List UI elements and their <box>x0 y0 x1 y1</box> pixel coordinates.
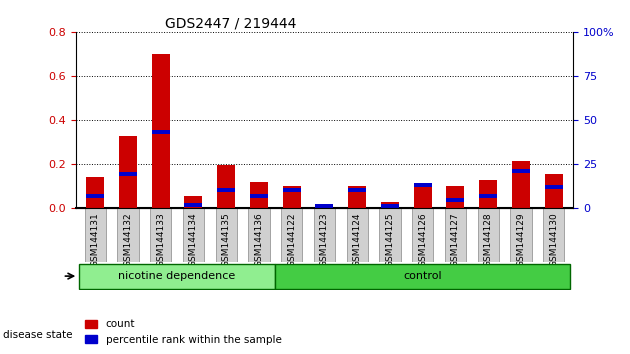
Bar <box>283 188 301 192</box>
Bar <box>217 165 235 209</box>
Bar <box>316 205 333 209</box>
Bar <box>512 161 530 209</box>
FancyBboxPatch shape <box>79 264 275 289</box>
Bar <box>414 183 432 187</box>
FancyBboxPatch shape <box>445 209 466 262</box>
Text: GSM144134: GSM144134 <box>189 213 198 267</box>
Bar <box>381 202 399 209</box>
Bar <box>381 204 399 209</box>
FancyBboxPatch shape <box>150 209 171 262</box>
FancyBboxPatch shape <box>412 209 433 262</box>
FancyBboxPatch shape <box>543 209 564 262</box>
Bar <box>447 186 464 209</box>
Bar <box>545 185 563 189</box>
FancyBboxPatch shape <box>84 209 106 262</box>
Text: GSM144125: GSM144125 <box>386 213 394 267</box>
FancyBboxPatch shape <box>275 264 570 289</box>
Legend: count, percentile rank within the sample: count, percentile rank within the sample <box>81 315 286 349</box>
Text: GSM144136: GSM144136 <box>255 213 263 267</box>
Text: GSM144126: GSM144126 <box>418 213 427 267</box>
Text: GSM144129: GSM144129 <box>517 213 525 267</box>
FancyBboxPatch shape <box>510 209 532 262</box>
Text: GSM144130: GSM144130 <box>549 213 558 267</box>
Bar <box>348 186 366 209</box>
Text: GSM144135: GSM144135 <box>222 213 231 267</box>
Bar <box>414 184 432 209</box>
Bar <box>250 194 268 198</box>
Bar <box>185 196 202 209</box>
FancyBboxPatch shape <box>117 209 139 262</box>
Bar <box>545 174 563 209</box>
Bar <box>316 204 333 209</box>
Bar <box>86 194 104 198</box>
Text: GSM144122: GSM144122 <box>287 213 296 267</box>
FancyBboxPatch shape <box>183 209 204 262</box>
Bar <box>250 182 268 209</box>
Text: GSM144132: GSM144132 <box>123 213 132 267</box>
Text: GDS2447 / 219444: GDS2447 / 219444 <box>165 17 297 31</box>
Bar <box>447 198 464 202</box>
Bar <box>152 130 169 134</box>
FancyBboxPatch shape <box>346 209 368 262</box>
FancyBboxPatch shape <box>281 209 302 262</box>
Bar <box>479 180 497 209</box>
FancyBboxPatch shape <box>215 209 237 262</box>
Text: GSM144131: GSM144131 <box>91 213 100 267</box>
Bar <box>86 177 104 209</box>
Bar <box>348 188 366 192</box>
FancyBboxPatch shape <box>478 209 499 262</box>
Bar <box>119 136 137 209</box>
FancyBboxPatch shape <box>379 209 401 262</box>
Bar <box>283 186 301 209</box>
Bar <box>512 169 530 173</box>
Text: control: control <box>403 270 442 280</box>
Text: GSM144123: GSM144123 <box>320 213 329 267</box>
Bar <box>479 194 497 198</box>
FancyBboxPatch shape <box>314 209 335 262</box>
Text: GSM144124: GSM144124 <box>353 213 362 267</box>
Text: GSM144128: GSM144128 <box>484 213 493 267</box>
Bar <box>152 54 169 209</box>
Bar <box>185 204 202 207</box>
Bar <box>119 172 137 176</box>
Bar <box>217 188 235 192</box>
FancyBboxPatch shape <box>248 209 270 262</box>
Text: disease state: disease state <box>3 330 72 339</box>
Text: GSM144133: GSM144133 <box>156 213 165 267</box>
Text: nicotine dependence: nicotine dependence <box>118 270 236 280</box>
Text: GSM144127: GSM144127 <box>451 213 460 267</box>
